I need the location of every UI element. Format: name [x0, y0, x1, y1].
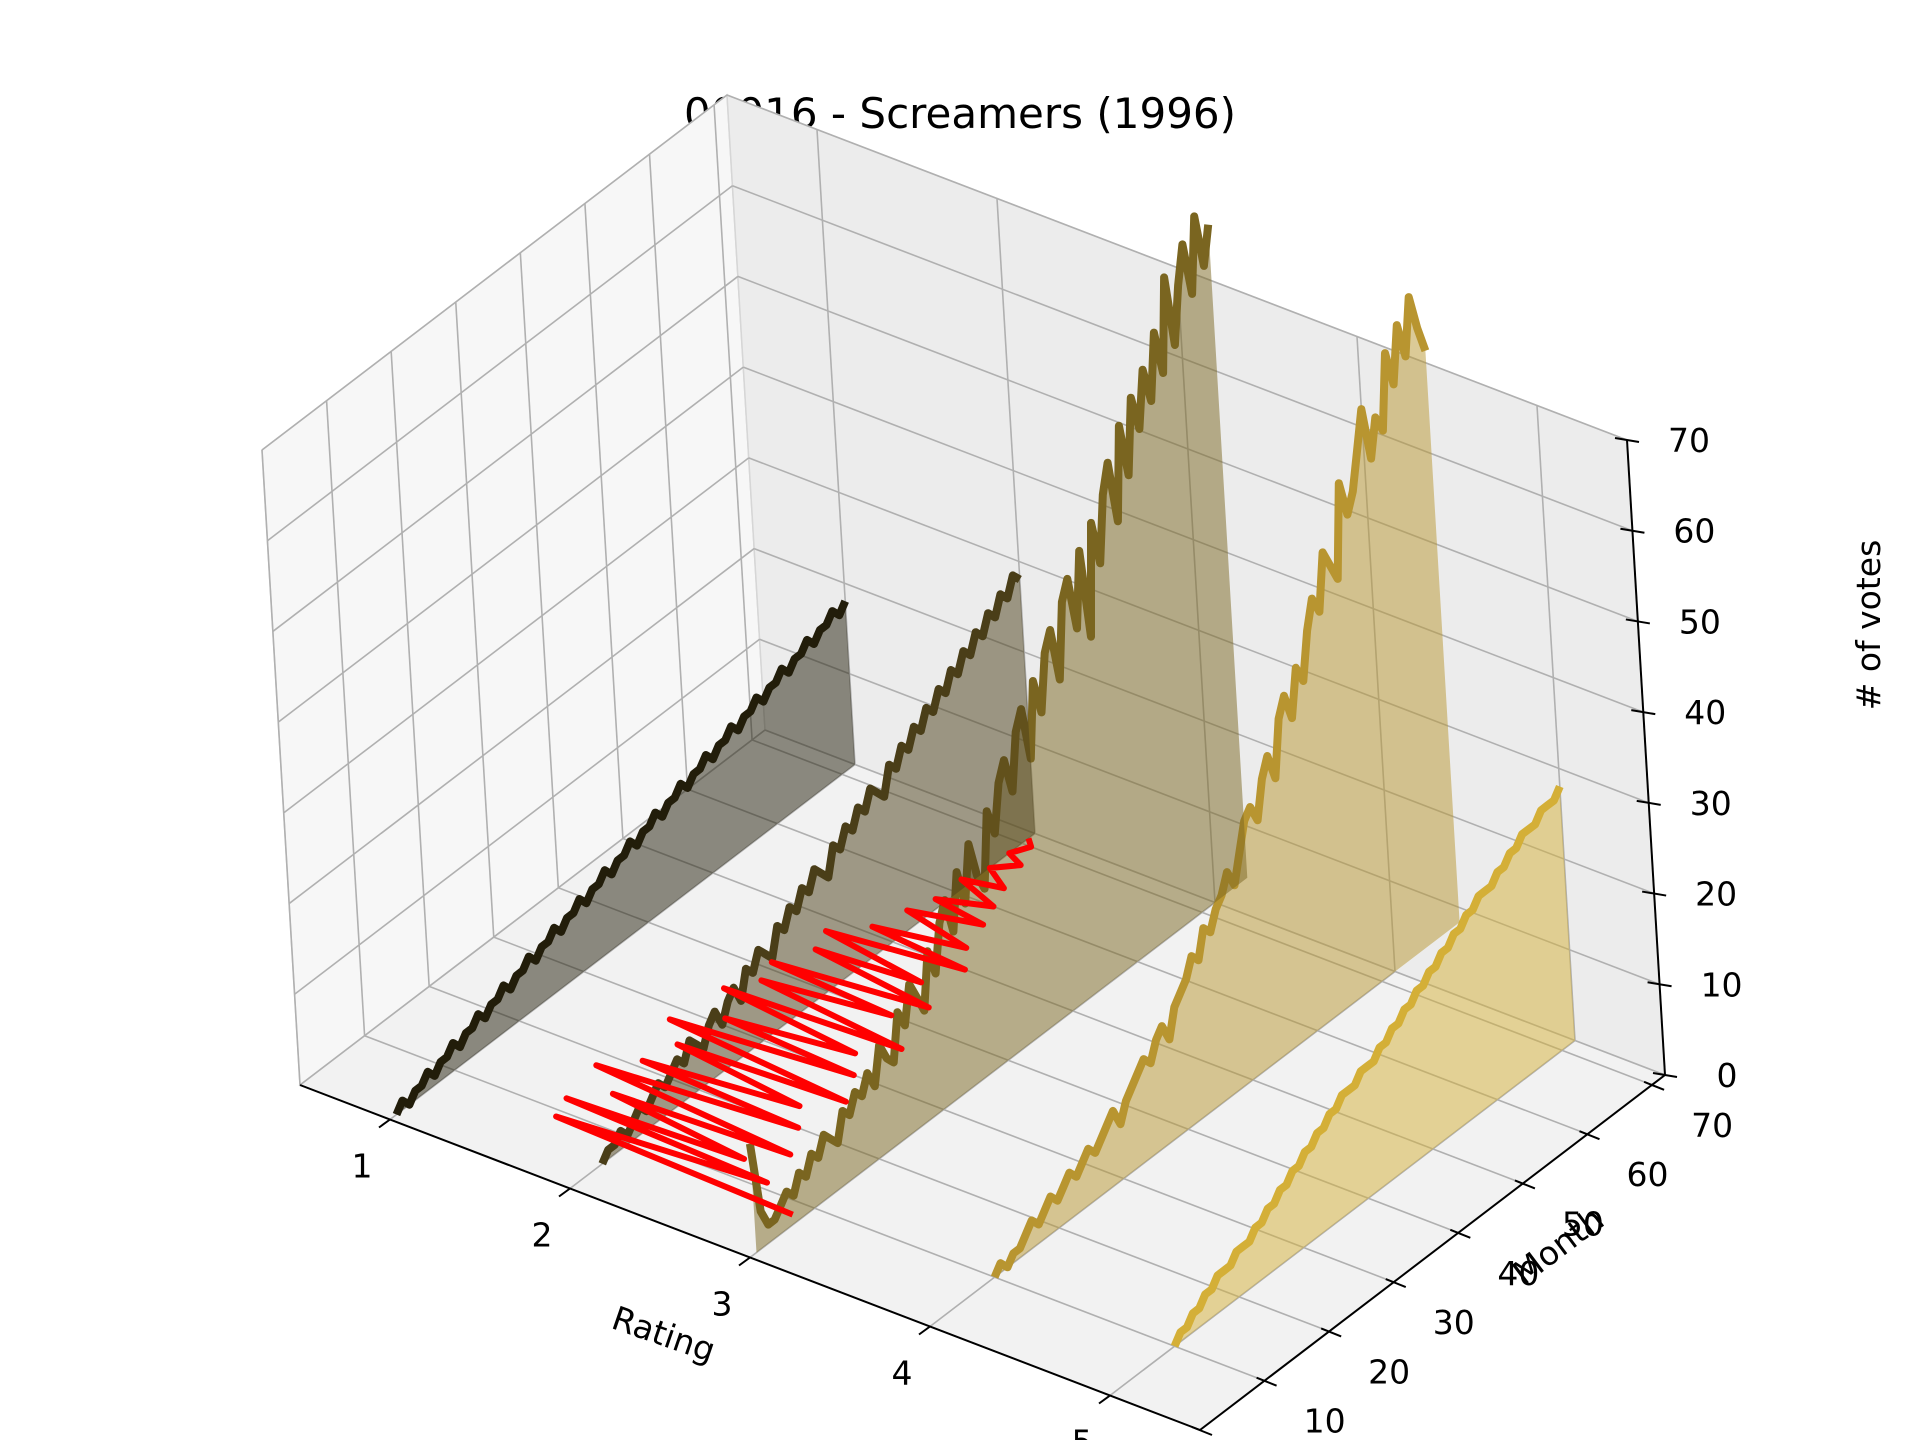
y-tick-mark [1256, 1376, 1277, 1387]
z-tick-mark [1652, 1072, 1678, 1078]
grid-line-votes [294, 638, 761, 995]
x-tick-mark [1098, 1394, 1111, 1405]
y-tick-label: 50 [1562, 1204, 1604, 1243]
z-axis-line [1626, 439, 1666, 1076]
y-tick-label: 10 [1304, 1402, 1346, 1440]
series-layer [392, 212, 1575, 1348]
y-tick-mark [1449, 1228, 1471, 1239]
grid-line-rating [816, 129, 856, 765]
series-fill-rating-4 [994, 297, 1460, 1278]
z-tick-label: 50 [1679, 602, 1721, 641]
z-tick-label: 70 [1668, 421, 1710, 460]
x-tick-label: 4 [892, 1354, 913, 1393]
y-tick-mark [1579, 1130, 1600, 1141]
z-tick-label: 10 [1701, 965, 1743, 1004]
z-tick-mark [1614, 437, 1640, 443]
y-tick-mark [1385, 1278, 1407, 1289]
grid-line-votes [272, 275, 739, 633]
series-line-rating-4 [990, 293, 1430, 1279]
z-tick-mark [1631, 709, 1656, 716]
y-tick-label: 70 [1691, 1106, 1733, 1145]
y-tick-label: 60 [1627, 1155, 1669, 1194]
x-tick-label: 3 [712, 1285, 733, 1324]
series-line-rating-5 [1170, 784, 1564, 1348]
y-tick-mark [1643, 1080, 1665, 1091]
z-tick-label: 30 [1690, 784, 1732, 823]
y-tick-mark [1514, 1179, 1536, 1190]
y-axis-label: Month [1505, 1199, 1611, 1292]
z-tick-label: 40 [1684, 693, 1726, 732]
z-tick-label: 20 [1695, 875, 1737, 914]
grid-line-month [454, 302, 495, 938]
y-tick-mark [1320, 1327, 1342, 1338]
grid-line-month [390, 351, 430, 987]
overlay-line [553, 837, 1035, 1218]
z-axis-label: # of votes [1849, 540, 1888, 711]
grid-line-votes [261, 94, 728, 451]
x-tick-mark [738, 1256, 751, 1267]
y-tick-label: 30 [1433, 1303, 1475, 1342]
x-tick-label: 1 [352, 1147, 373, 1186]
series-line-rating-1 [392, 599, 849, 1117]
z-tick-mark [1636, 799, 1661, 806]
x-tick-mark [558, 1187, 571, 1198]
x-tick-mark [918, 1325, 931, 1336]
grid-line-month [584, 203, 624, 839]
x-axis-label: Rating [607, 1298, 720, 1370]
grid-line-month [261, 449, 301, 1086]
z-tick-mark [1625, 618, 1651, 625]
series-fill-rating-3 [749, 216, 1248, 1253]
grid-line-votes [288, 547, 755, 905]
z-tick-mark [1647, 981, 1672, 988]
z-tick-label: 60 [1673, 512, 1715, 551]
x-tick-mark [378, 1118, 391, 1129]
y-tick-label: 40 [1497, 1254, 1539, 1293]
axes: 54321010203040506070010203040506070 [299, 421, 1743, 1440]
x-tick-label: 5 [1072, 1423, 1093, 1440]
grid-line-month [325, 400, 366, 1036]
grid-line-votes [283, 457, 750, 814]
grid-line-votes [266, 185, 733, 542]
z-tick-mark [1641, 890, 1667, 897]
grid-line-month [519, 252, 560, 888]
grid-line-month [713, 104, 753, 740]
z-tick-mark [1620, 527, 1645, 534]
grid-line-votes [277, 366, 744, 723]
y-tick-mark [1191, 1426, 1213, 1436]
z-tick-label: 0 [1717, 1056, 1738, 1095]
x-tick-label: 2 [532, 1216, 553, 1255]
grid-line-month [648, 154, 689, 790]
y-tick-label: 20 [1368, 1352, 1410, 1391]
